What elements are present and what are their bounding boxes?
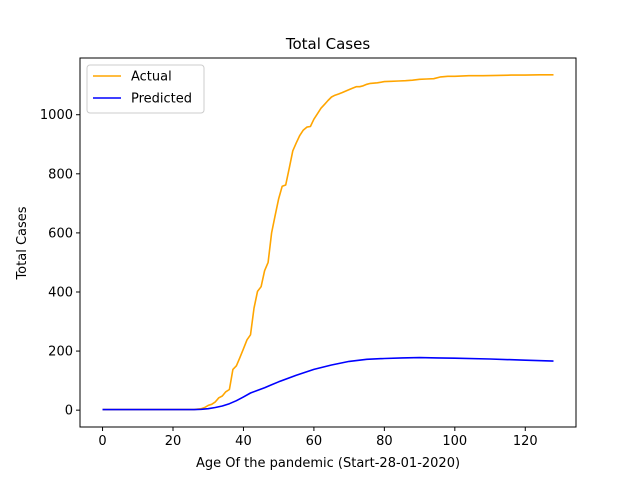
- x-axis-label: Age Of the pandemic (Start-28-01-2020): [196, 456, 460, 471]
- y-tick-label: 1000: [40, 108, 73, 123]
- y-tick-label: 200: [48, 345, 73, 360]
- x-axis: 0 20 40 60 80 100 120: [98, 427, 538, 449]
- chart-title: Total Cases: [285, 35, 371, 53]
- series-line-actual: [102, 74, 554, 411]
- series-line-predicted: [102, 356, 554, 411]
- x-tick-label: 20: [165, 434, 182, 449]
- legend: Actual Predicted: [86, 64, 205, 114]
- y-tick-label: 400: [48, 285, 73, 300]
- y-tick-label: 0: [65, 404, 73, 419]
- x-tick-label: 60: [306, 434, 323, 449]
- x-tick-label: 100: [442, 434, 467, 449]
- legend-label-actual: Actual: [131, 70, 172, 85]
- series-layer: [102, 74, 554, 411]
- y-tick-label: 800: [48, 167, 73, 182]
- plot-frame: [79, 57, 577, 428]
- x-tick-label: 80: [376, 434, 393, 449]
- y-tick-label: 600: [48, 226, 73, 241]
- y-axis-label: Total Cases: [15, 206, 30, 280]
- y-axis: 0 200 400 600 800 1000: [40, 108, 80, 419]
- x-tick-label: 120: [513, 434, 538, 449]
- x-tick-label: 40: [235, 434, 252, 449]
- legend-box: [86, 64, 205, 114]
- x-tick-label: 0: [98, 434, 106, 449]
- axes-layer: [79, 57, 577, 428]
- legend-label-predicted: Predicted: [131, 92, 192, 107]
